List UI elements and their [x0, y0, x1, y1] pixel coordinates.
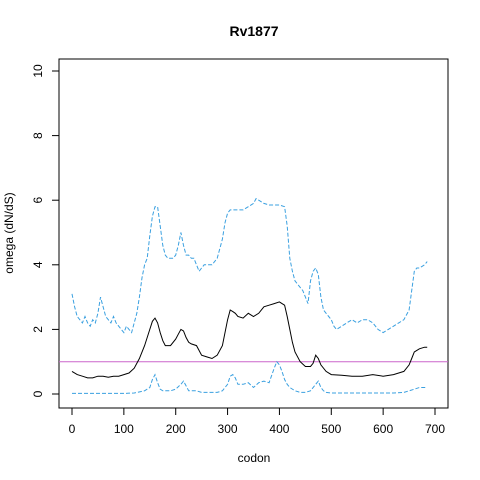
y-tick-label: 10 [31, 64, 45, 78]
chart-title: Rv1877 [229, 23, 278, 39]
x-axis: 0 100 200 300 400 500 600 700 [69, 407, 445, 436]
x-tick-label: 500 [321, 422, 341, 436]
series-upper-line [71, 197, 428, 334]
x-tick-label: 600 [373, 422, 393, 436]
x-tick-label: 400 [269, 422, 289, 436]
y-tick-label: 4 [31, 261, 45, 268]
y-tick-label: 8 [31, 132, 45, 139]
y-axis-label: omega (dN/dS) [2, 192, 16, 273]
y-tick-label: 0 [31, 390, 45, 397]
y-axis: 0 2 4 6 8 10 [31, 64, 60, 397]
x-tick-label: 0 [69, 422, 76, 436]
series-estimate-line [71, 301, 428, 379]
x-tick-label: 200 [166, 422, 186, 436]
x-tick-label: 300 [218, 422, 238, 436]
plot-frame [58, 58, 449, 409]
series-layer [71, 197, 428, 394]
x-tick-label: 100 [114, 422, 134, 436]
series-lower-line [72, 360, 428, 394]
x-axis-label: codon [238, 451, 271, 465]
y-tick-label: 2 [31, 326, 45, 333]
x-tick-label: 700 [425, 422, 445, 436]
y-tick-label: 6 [31, 197, 45, 204]
